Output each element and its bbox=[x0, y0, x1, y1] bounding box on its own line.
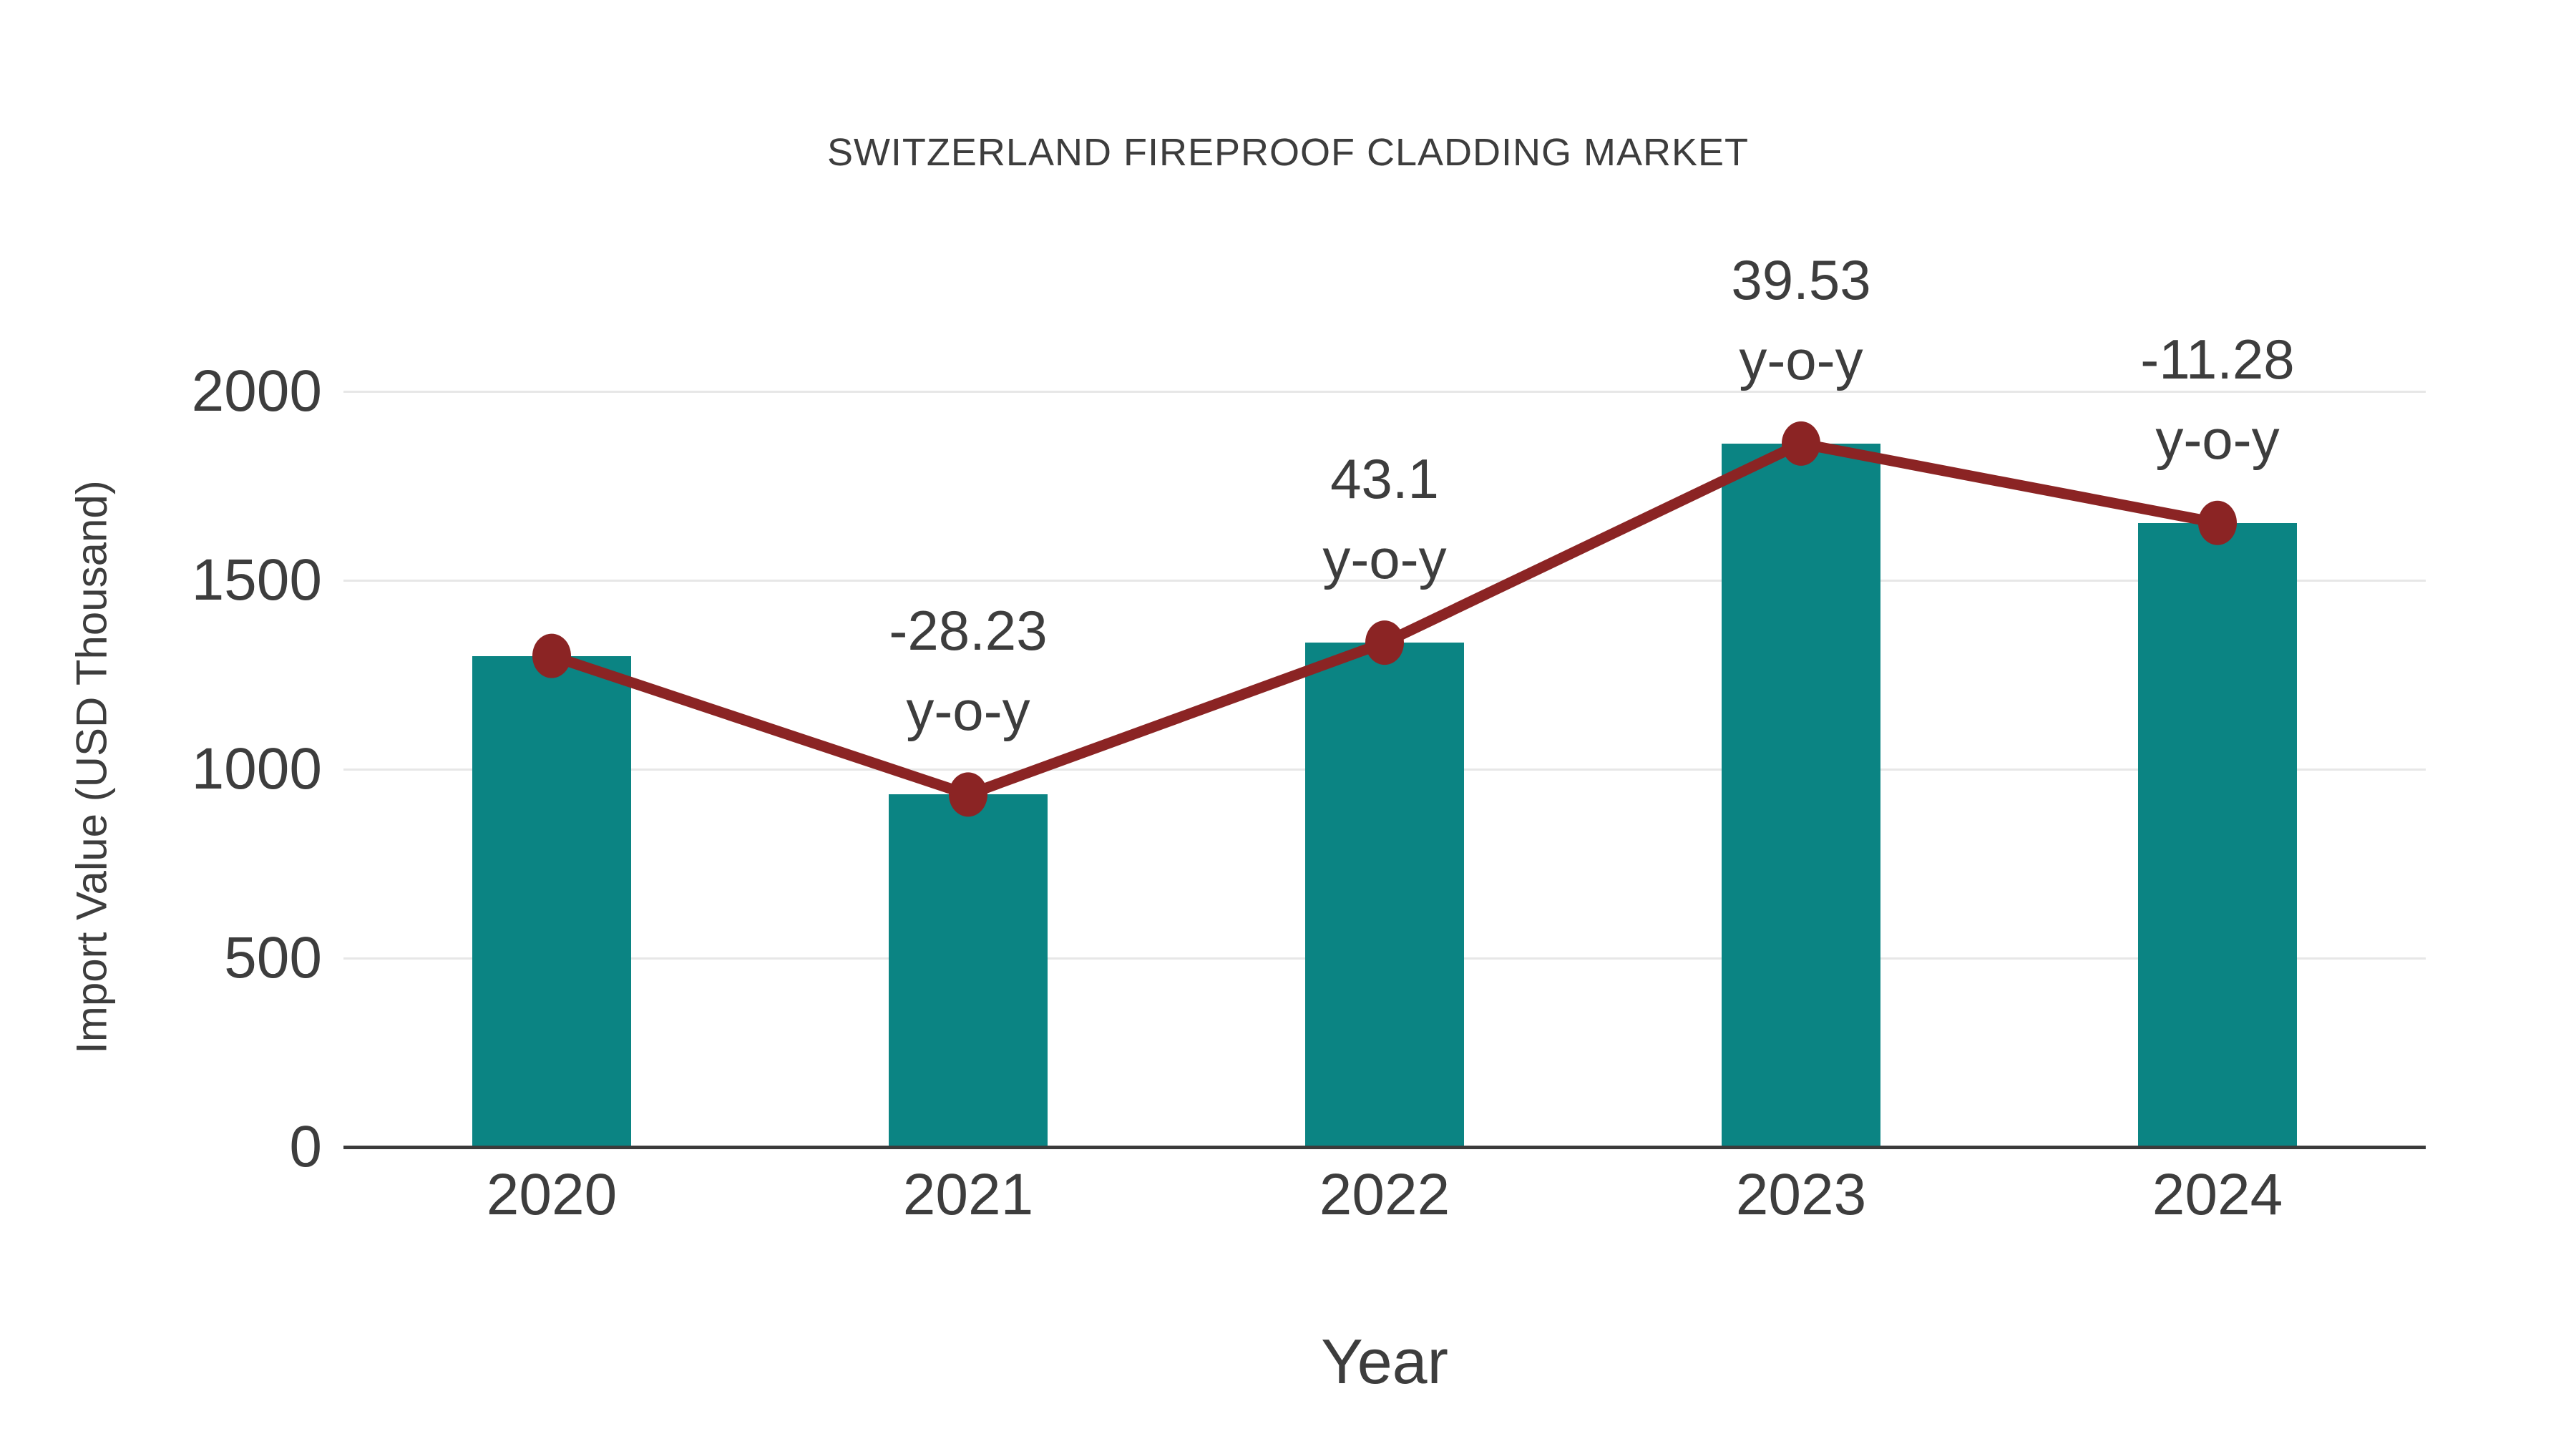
annotation-suffix: y-o-y bbox=[2155, 407, 2280, 471]
y-tick-label: 0 bbox=[289, 1114, 322, 1179]
bar bbox=[1722, 443, 1880, 1148]
annotation-suffix: y-o-y bbox=[1739, 328, 1863, 391]
yoy-annotation: 39.53 y-o-y bbox=[1551, 240, 2051, 400]
x-tick-label: 2023 bbox=[1735, 1162, 1867, 1227]
y-tick-label: 1500 bbox=[191, 547, 322, 613]
x-tick-label: 2020 bbox=[486, 1162, 618, 1227]
yoy-annotation: 43.1 y-o-y bbox=[1134, 439, 1635, 599]
x-axis-title: Year bbox=[1321, 1326, 1448, 1397]
y-tick-label: 1000 bbox=[191, 736, 322, 801]
x-tick-label: 2024 bbox=[2152, 1162, 2283, 1227]
annotation-suffix: y-o-y bbox=[906, 679, 1030, 743]
annotation-value: 43.1 bbox=[1330, 447, 1439, 511]
y-tick-label: 500 bbox=[224, 925, 322, 990]
yoy-annotation: -28.23 y-o-y bbox=[718, 590, 1219, 751]
gridline bbox=[343, 390, 2426, 393]
x-tick-label: 2021 bbox=[902, 1162, 1034, 1227]
yoy-annotation: -11.28 y-o-y bbox=[1967, 319, 2468, 479]
annotation-value: 39.53 bbox=[1731, 248, 1871, 311]
chart-title: SWITZERLAND FIREPROOF CLADDING MARKET bbox=[826, 131, 1750, 174]
annotation-suffix: y-o-y bbox=[1322, 527, 1447, 591]
bar bbox=[472, 655, 631, 1148]
annotation-value: -28.23 bbox=[889, 599, 1048, 663]
annotation-value: -11.28 bbox=[2140, 327, 2295, 391]
y-tick-label: 2000 bbox=[191, 358, 322, 424]
x-tick-label: 2022 bbox=[1319, 1162, 1450, 1227]
bar bbox=[2138, 522, 2297, 1148]
bar bbox=[1305, 643, 1464, 1148]
x-axis-line bbox=[343, 1146, 2426, 1149]
bar bbox=[889, 794, 1048, 1148]
